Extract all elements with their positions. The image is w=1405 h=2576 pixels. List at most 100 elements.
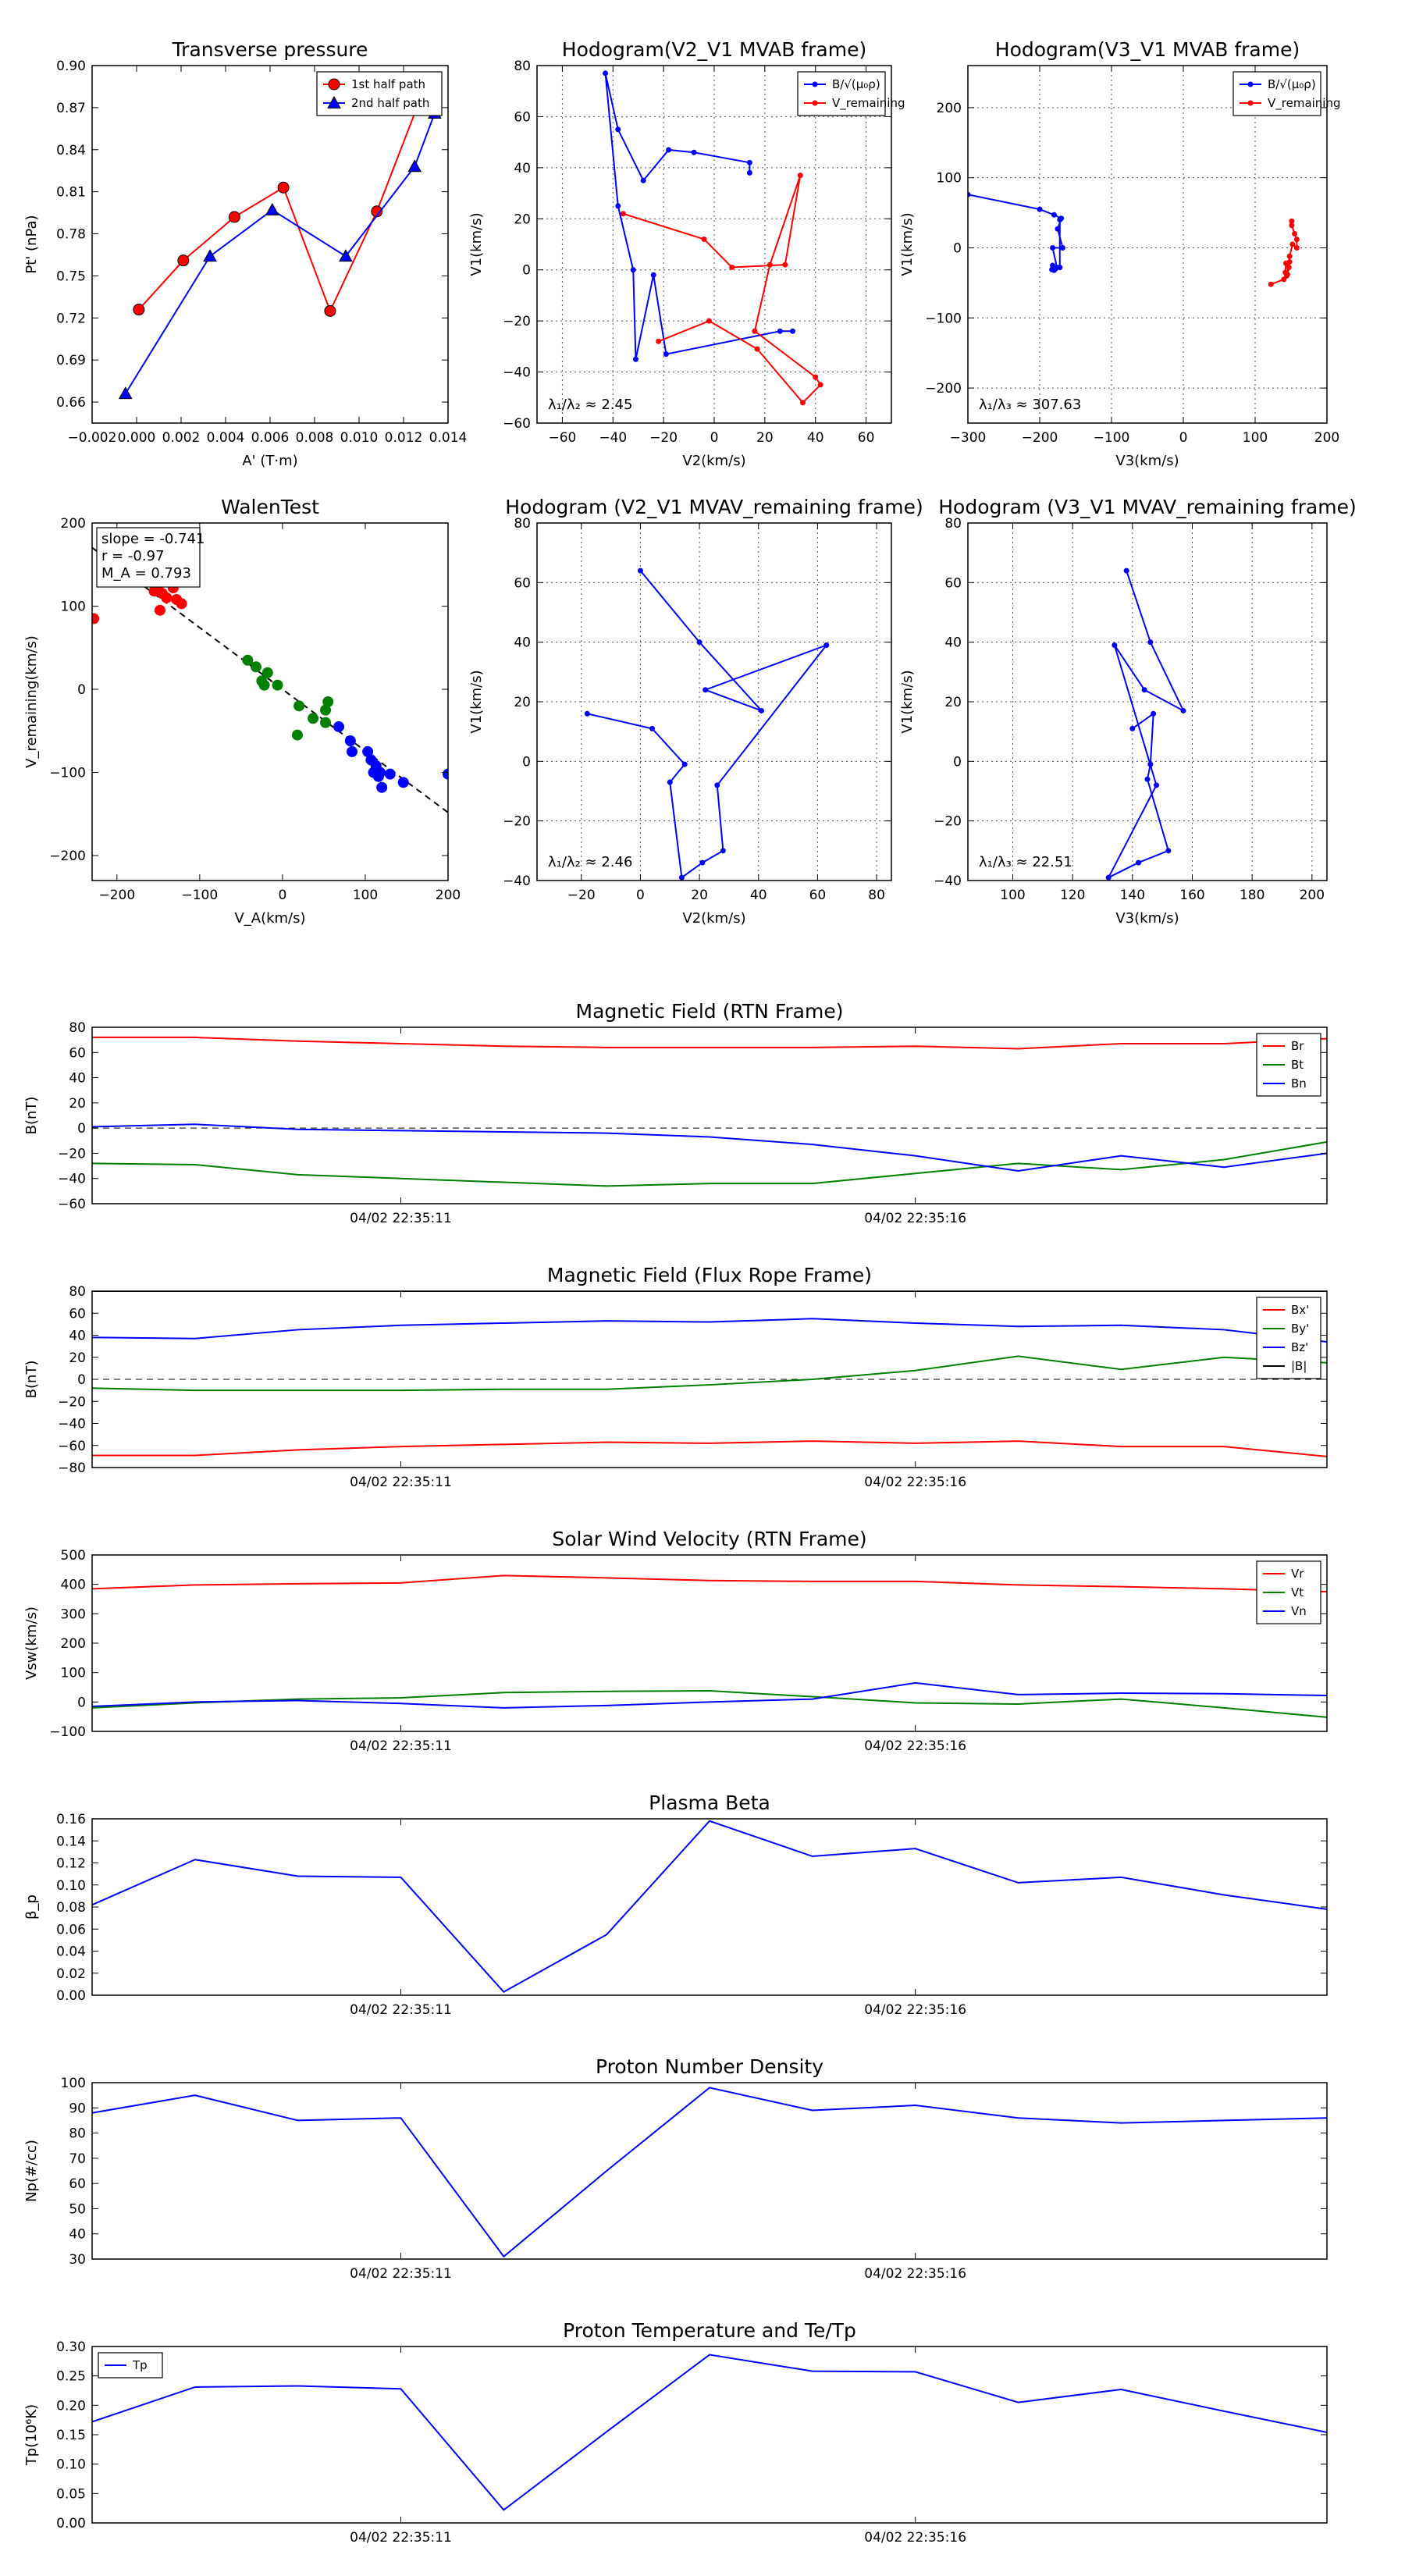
legend-label: B/√(μ₀ρ) [832,77,880,91]
y-tick-label: 0 [77,1121,86,1137]
y-tick-label: 0 [522,754,531,770]
x-tick-label: 160 [1179,888,1204,903]
data-point [242,654,254,666]
chart-h1: Hodogram(V2_V1 MVAB frame) −60 −40 −20 0 20 40… [468,38,905,469]
data-point [667,779,673,785]
data-point [615,203,621,209]
fit-line [92,546,448,813]
y-tick-label: 60 [69,1306,86,1322]
series-Np [92,2087,1327,2258]
y-tick-label: −100 [49,766,86,781]
y-tick-label: 0 [953,754,962,770]
data-point [782,262,788,268]
data-point [720,848,726,854]
data-point [691,149,697,155]
y-tick-label: 20 [69,1096,86,1112]
x-tick-label: −100 [1094,430,1130,446]
y-tick-label: 80 [514,516,531,532]
y-tick-label: 0.16 [56,1812,86,1827]
y-tick-label: 20 [69,1350,86,1366]
chart-mff: Magnetic Field (Flux Rope Frame) 04/02 22… [23,1264,1328,1490]
series-blue [333,720,448,793]
x-axis-label: A' (T·m) [242,453,297,469]
eigenvalue-ratio-label: λ₁/λ₃ ≈ 307.63 [979,397,1081,413]
data-point [1050,262,1056,269]
y-tick-label: 0.20 [56,2398,86,2414]
data-point [696,639,702,646]
data-point [1057,217,1063,223]
legend: 1st half path 2nd half path [316,71,443,116]
data-point [228,211,240,223]
x-tick-label: 60 [858,430,875,446]
y-tick-label: 40 [944,635,962,651]
chart-title: Magnetic Field (Flux Rope Frame) [547,1264,872,1286]
x-tick-label: −20 [567,888,596,903]
chart-mfr: Magnetic Field (RTN Frame) 04/02 22:35:11… [23,1000,1328,1226]
y-axis-label: V1(km/s) [468,670,485,733]
data-point [443,768,448,780]
eigenvalue-ratio-label: λ₁/λ₂ ≈ 2.45 [548,397,632,413]
stats-line: slope = -0.741 [101,531,205,547]
data-point [339,249,353,262]
series-line-Vr [92,1574,1327,1593]
data-point [133,304,145,316]
data-point [1286,265,1292,271]
y-tick-label: 300 [61,1606,86,1622]
data-point [817,382,823,388]
y-tick-label: 80 [69,2126,86,2142]
legend-label: V_remaining [1268,96,1341,111]
x-tick-label: 04/02 22:35:16 [864,1738,966,1754]
y-tick-label: −80 [58,1461,86,1476]
series-line-Vt [92,1690,1327,1718]
series-2nd half path [118,106,442,400]
data-point [176,598,187,610]
x-tick-label: 100 [1000,888,1025,903]
data-point [1289,222,1295,229]
legend-marker [1247,81,1254,87]
y-tick-label: 40 [69,1071,86,1087]
x-tick-label: 0.000 [118,430,156,446]
data-point [1051,267,1057,273]
y-tick-label: −40 [503,873,531,889]
x-tick-label: 140 [1120,888,1145,903]
chart-pb: Plasma Beta 04/02 22:35:11 04/02 22:35:16 0… [23,1791,1328,2018]
legend: B/√(μ₀ρ) V_remaining [1232,71,1341,116]
y-tick-label: 100 [61,1666,86,1681]
series-Tp [92,2354,1327,2511]
y-tick-label: 20 [514,695,531,710]
y-tick-label: 80 [69,1020,86,1036]
x-axis-label: V3(km/s) [1115,453,1179,469]
y-tick-label: 30 [69,2252,86,2268]
y-tick-label: −60 [58,1197,86,1212]
data-point [1289,241,1296,247]
legend-label: Br [1291,1039,1304,1053]
x-tick-label: 0.012 [385,430,423,446]
y-tick-label: −100 [49,1724,86,1740]
y-axis-label: V1(km/s) [468,212,485,276]
y-tick-label: 0 [77,1372,86,1388]
data-point [632,356,638,362]
data-point [1112,642,1118,648]
data-point [272,679,283,691]
data-point [346,745,357,757]
chart-h2: Hodogram(V3_V1 MVAB frame) −300 −200 −100 0 1… [899,38,1341,469]
chart-title: Plasma Beta [649,1791,770,1814]
y-tick-label: 0.00 [56,1988,86,2004]
y-axis-label: V1(km/s) [899,212,916,276]
data-point [92,613,100,624]
x-tick-label: 20 [691,888,708,903]
series-Vt [92,1690,1327,1718]
data-point [630,267,636,273]
y-tick-label: 0.25 [56,2369,86,2385]
y-tick-label: 20 [514,212,531,227]
data-point [1055,226,1061,232]
series-B/√(μ₀ρ) [603,70,796,362]
data-point [1154,782,1159,788]
data-point [1293,244,1300,251]
series-V_remaining [1268,218,1300,287]
y-tick-label: 0 [522,263,531,279]
series-green [242,654,334,741]
y-tick-label: 200 [61,1636,86,1652]
y-tick-label: −20 [58,1146,86,1162]
y-tick-label: 60 [514,109,531,125]
